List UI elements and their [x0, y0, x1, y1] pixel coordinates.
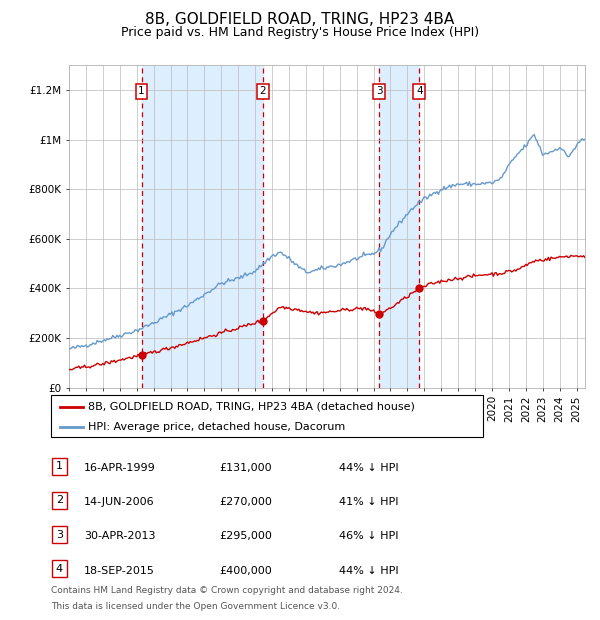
- Text: Price paid vs. HM Land Registry's House Price Index (HPI): Price paid vs. HM Land Registry's House …: [121, 26, 479, 39]
- Text: 3: 3: [376, 86, 382, 96]
- Text: £295,000: £295,000: [219, 531, 272, 541]
- FancyBboxPatch shape: [52, 560, 67, 577]
- FancyBboxPatch shape: [52, 458, 67, 475]
- Bar: [142, 65, 263, 388]
- Text: £400,000: £400,000: [219, 565, 272, 575]
- Text: 8B, GOLDFIELD ROAD, TRING, HP23 4BA (detached house): 8B, GOLDFIELD ROAD, TRING, HP23 4BA (det…: [88, 402, 415, 412]
- Text: 16-APR-1999: 16-APR-1999: [84, 463, 156, 473]
- Text: This data is licensed under the Open Government Licence v3.0.: This data is licensed under the Open Gov…: [51, 602, 340, 611]
- Text: Contains HM Land Registry data © Crown copyright and database right 2024.: Contains HM Land Registry data © Crown c…: [51, 586, 403, 595]
- Text: 4: 4: [56, 564, 63, 574]
- Text: 2: 2: [259, 86, 266, 96]
- Text: 44% ↓ HPI: 44% ↓ HPI: [339, 463, 398, 473]
- FancyBboxPatch shape: [52, 492, 67, 509]
- Text: 1: 1: [138, 86, 145, 96]
- Text: 46% ↓ HPI: 46% ↓ HPI: [339, 531, 398, 541]
- Text: 1: 1: [56, 461, 63, 471]
- Text: 18-SEP-2015: 18-SEP-2015: [84, 565, 155, 575]
- FancyBboxPatch shape: [51, 395, 483, 437]
- Text: 41% ↓ HPI: 41% ↓ HPI: [339, 497, 398, 507]
- Text: HPI: Average price, detached house, Dacorum: HPI: Average price, detached house, Daco…: [88, 422, 345, 432]
- Text: 2: 2: [56, 495, 63, 505]
- Text: 14-JUN-2006: 14-JUN-2006: [84, 497, 155, 507]
- Text: £131,000: £131,000: [219, 463, 272, 473]
- Text: 3: 3: [56, 529, 63, 539]
- Text: £270,000: £270,000: [219, 497, 272, 507]
- Bar: [379, 65, 419, 388]
- Text: 44% ↓ HPI: 44% ↓ HPI: [339, 565, 398, 575]
- Text: 30-APR-2013: 30-APR-2013: [84, 531, 155, 541]
- FancyBboxPatch shape: [52, 526, 67, 543]
- Text: 4: 4: [416, 86, 422, 96]
- Text: 8B, GOLDFIELD ROAD, TRING, HP23 4BA: 8B, GOLDFIELD ROAD, TRING, HP23 4BA: [145, 12, 455, 27]
